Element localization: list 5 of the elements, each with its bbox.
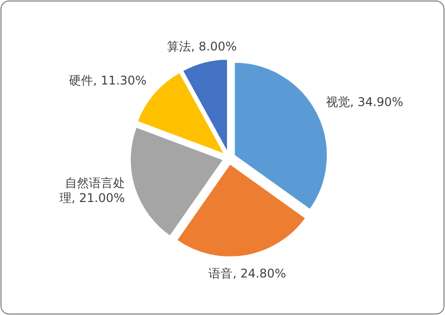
- slice-label: 硬件, 11.30%: [69, 74, 147, 88]
- slice-label: 自然语言处理, 21.00%: [60, 176, 125, 205]
- slice-label: 视觉, 34.90%: [326, 95, 404, 110]
- slice-label: 算法, 8.00%: [167, 39, 237, 54]
- slice-label: 语音, 24.80%: [208, 266, 286, 280]
